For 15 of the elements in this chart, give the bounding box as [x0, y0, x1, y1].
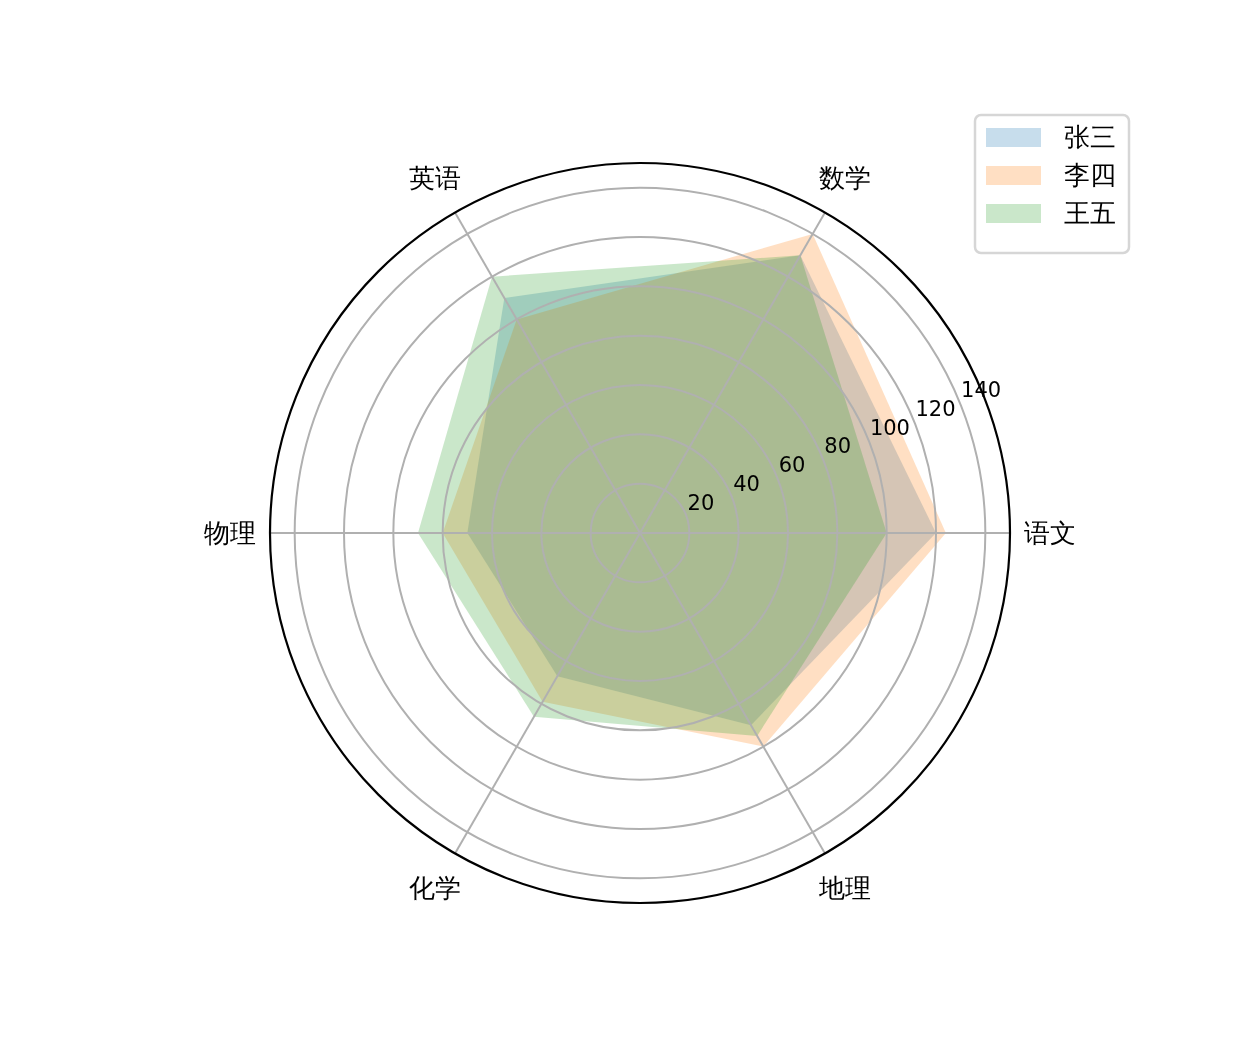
spoke-label: 化学 [409, 873, 461, 904]
legend-label: 张三 [1064, 122, 1116, 152]
y-tick-label: 80 [824, 434, 852, 459]
legend-label: 王五 [1064, 198, 1116, 228]
spoke-label: 物理 [204, 518, 256, 548]
spoke-label: 英语 [409, 162, 461, 193]
y-tick-label: 40 [733, 472, 760, 497]
y-tick-label: 100 [869, 415, 910, 440]
legend-label: 李四 [1064, 160, 1116, 190]
spoke-label: 数学 [819, 162, 871, 193]
spoke-label: 语文 [1024, 518, 1076, 548]
spoke-label: 地理 [818, 873, 871, 904]
y-tick-label: 60 [778, 453, 806, 478]
y-tick-label: 120 [915, 396, 956, 421]
y-tick-label: 20 [687, 491, 715, 516]
